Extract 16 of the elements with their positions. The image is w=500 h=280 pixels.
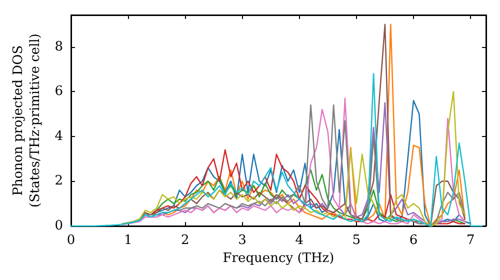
y-tick-label: 8 (54, 39, 63, 54)
x-axis-title: Frequency (THz) (222, 250, 334, 266)
line-series (70, 73, 483, 227)
y-tick-label: 6 (54, 84, 63, 100)
x-tick-label: 6 (409, 233, 418, 248)
y-tick-label: 4 (54, 128, 63, 144)
x-tick-label: 1 (124, 233, 132, 248)
y-tick-label: 0 (54, 218, 63, 234)
y-axis-title: Phonon projected DOS (States/THz·primitive cell) (10, 33, 43, 208)
y-tick-label: 2 (54, 174, 63, 189)
x-tick-label: 5 (352, 233, 361, 248)
x-tick-label: 7 (466, 233, 475, 248)
x-tick-label: 2 (181, 233, 190, 248)
x-tick-label: 0 (66, 233, 76, 248)
x-tick-label: 4 (295, 233, 304, 248)
x-tick-label: 3 (238, 233, 246, 248)
